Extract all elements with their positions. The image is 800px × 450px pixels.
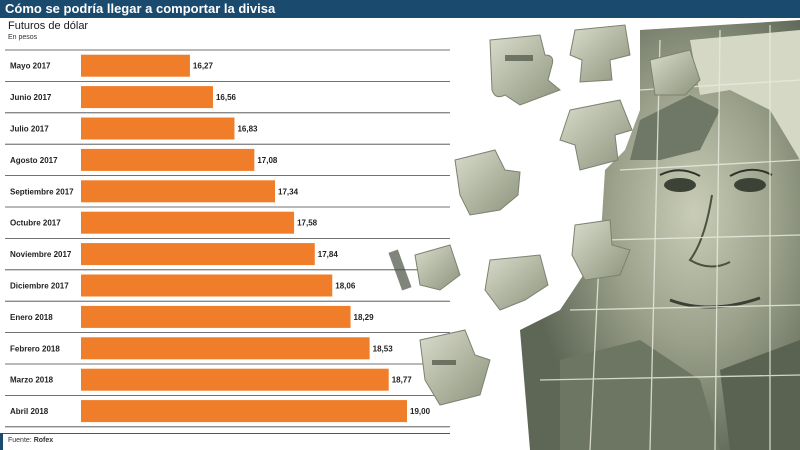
bar — [81, 211, 295, 234]
bar — [81, 337, 370, 360]
category-label: Diciembre 2017 — [10, 282, 69, 291]
bar — [81, 86, 213, 109]
value-label: 16,27 — [193, 62, 214, 71]
value-label: 18,53 — [373, 344, 394, 353]
bar — [81, 243, 315, 266]
category-label: Febrero 2018 — [10, 344, 60, 353]
value-label: 17,34 — [278, 187, 299, 196]
category-label: Septiembre 2017 — [10, 187, 74, 196]
value-label: 16,83 — [237, 125, 258, 134]
category-label: Abril 2018 — [10, 407, 49, 416]
source-prefix: Fuente: — [8, 437, 32, 444]
value-label: 16,56 — [216, 93, 237, 102]
category-label: Noviembre 2017 — [10, 250, 72, 259]
chart-title: Cómo se podría llegar a comportar la div… — [5, 1, 276, 16]
category-label: Julio 2017 — [10, 125, 49, 134]
value-label: 17,58 — [297, 219, 318, 228]
bar — [81, 117, 235, 140]
value-label: 19,00 — [410, 407, 431, 416]
footer-accent — [0, 433, 3, 450]
footer-divider — [0, 433, 450, 434]
category-label: Mayo 2017 — [10, 62, 51, 71]
bar — [81, 274, 333, 297]
value-label: 18,77 — [392, 376, 413, 385]
value-label: 18,29 — [354, 313, 375, 322]
source-name: Rofex — [33, 437, 54, 444]
category-label: Marzo 2018 — [10, 376, 54, 385]
bar — [81, 305, 351, 328]
value-label: 17,84 — [318, 250, 339, 259]
value-label: 17,08 — [257, 156, 278, 165]
value-label: 18,06 — [335, 282, 356, 291]
bar — [81, 148, 255, 171]
chart-subtitle: Futuros de dólar — [8, 20, 89, 32]
category-label: Octubre 2017 — [10, 219, 61, 228]
category-label: Agosto 2017 — [10, 156, 58, 165]
bar — [81, 368, 389, 391]
category-label: Junio 2017 — [10, 93, 52, 102]
bar — [81, 400, 407, 423]
bar — [81, 54, 190, 77]
source-note: Fuente: Rofex — [8, 437, 53, 444]
bar — [81, 180, 276, 203]
unit-label: En pesos — [8, 34, 38, 41]
title-bar: Cómo se podría llegar a comportar la div… — [0, 0, 800, 18]
category-label: Enero 2018 — [10, 313, 53, 322]
